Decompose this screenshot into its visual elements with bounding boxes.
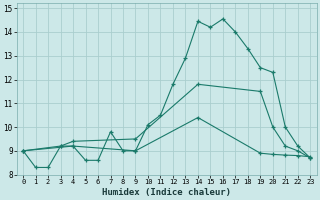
X-axis label: Humidex (Indice chaleur): Humidex (Indice chaleur) (102, 188, 231, 197)
